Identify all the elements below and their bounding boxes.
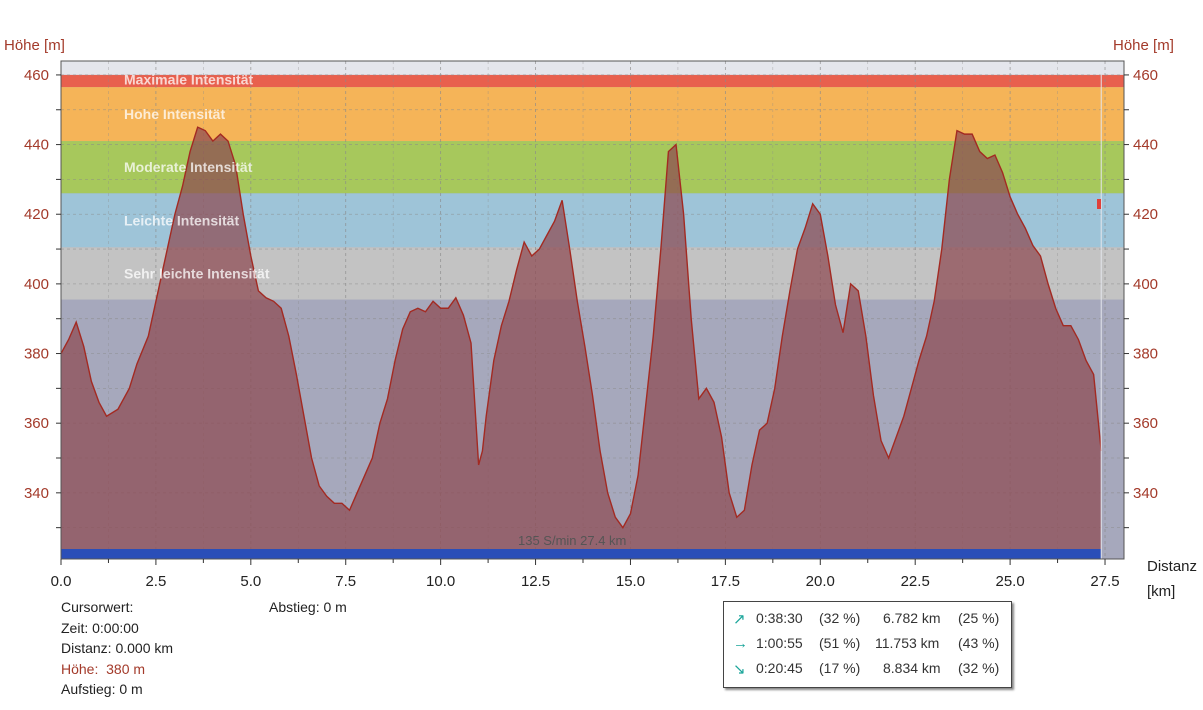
summary-time: 0:20:45 xyxy=(756,660,803,676)
y-tick-label-right: 460 xyxy=(1133,67,1158,84)
cursor-ascent: Aufstieg: 0 m xyxy=(61,681,143,697)
summary-distance: 6.782 km xyxy=(883,610,941,626)
x-axis-title: Distanz xyxy=(1147,558,1197,575)
zone-label: Leichte Intensität xyxy=(124,212,239,228)
y-tick-label-left: 360 xyxy=(24,415,49,432)
bottom-bar xyxy=(61,549,1102,559)
zone-label: Maximale Intensität xyxy=(124,71,253,87)
summary-distance: 8.834 km xyxy=(883,660,941,676)
summary-time: 0:38:30 xyxy=(756,610,803,626)
summary-distance-pct: (32 %) xyxy=(958,660,1000,676)
y-axis-title-left: Höhe [m] xyxy=(4,37,65,54)
summary-distance-pct: (43 %) xyxy=(958,635,1000,651)
x-tick-label: 22.5 xyxy=(901,573,930,590)
zone-label: Sehr leichte Intensität xyxy=(124,265,270,281)
summary-row-ascent: ↗ 0:38:30 (32 %) 6.782 km (25 %) xyxy=(724,610,1011,634)
zone-band xyxy=(61,87,1124,142)
x-tick-label: 20.0 xyxy=(806,573,835,590)
y-tick-label-right: 380 xyxy=(1133,346,1158,363)
elevation-line xyxy=(60,126,1102,529)
arrow-down-right-icon: ↘ xyxy=(733,661,746,678)
y-tick-label-left: 380 xyxy=(24,346,49,363)
y-tick-label-right: 440 xyxy=(1133,137,1158,154)
x-tick-label: 2.5 xyxy=(145,573,166,590)
x-tick-label: 17.5 xyxy=(711,573,740,590)
zone-band xyxy=(61,74,1124,88)
summary-row-flat: → 1:00:55 (51 %) 11.753 km (43 %) xyxy=(724,635,1011,659)
arrow-up-right-icon: ↗ xyxy=(733,611,746,628)
y-tick-label-left: 340 xyxy=(24,485,49,502)
y-tick-label-left: 460 xyxy=(24,67,49,84)
y-tick-label-right: 360 xyxy=(1133,415,1158,432)
summary-row-descent: ↘ 0:20:45 (17 %) 8.834 km (32 %) xyxy=(724,660,1011,684)
summary-time: 1:00:55 xyxy=(756,635,803,651)
arrow-right-icon: → xyxy=(733,635,748,652)
x-tick-label: 7.5 xyxy=(335,573,356,590)
x-tick-label: 12.5 xyxy=(521,573,550,590)
position-marker xyxy=(1097,199,1101,209)
y-axis-title-right: Höhe [m] xyxy=(1113,37,1174,54)
plot-top-strip xyxy=(61,61,1124,75)
x-tick-label: 0.0 xyxy=(51,573,72,590)
x-axis-unit: [km] xyxy=(1147,583,1175,600)
summary-time-pct: (17 %) xyxy=(819,660,861,676)
marker-label: 135 S/min 27.4 km xyxy=(518,533,626,548)
cursor-panel: Cursorwert: Zeit: 0:00:00 Distanz: 0.000… xyxy=(61,597,173,700)
elevation-fill xyxy=(61,127,1102,559)
cursor-distance: Distanz: 0.000 km xyxy=(61,640,174,656)
summary-time-pct: (51 %) xyxy=(819,635,861,651)
summary-distance-pct: (25 %) xyxy=(958,610,1000,626)
y-tick-label-right: 340 xyxy=(1133,485,1158,502)
x-tick-label: 25.0 xyxy=(996,573,1025,590)
cursor-title: Cursorwert: xyxy=(61,599,134,615)
y-tick-label-left: 420 xyxy=(24,206,49,223)
zone-labels: Maximale Intensität Hohe Intensität Modera… xyxy=(124,71,270,281)
slope-summary-box: ↗ 0:38:30 (32 %) 6.782 km (25 %) → 1:00:… xyxy=(723,601,1012,688)
y-tick-label-left: 440 xyxy=(24,137,49,154)
summary-distance: 11.753 km xyxy=(875,635,940,651)
cursor-height: Höhe: 380 m xyxy=(61,660,146,677)
y-tick-label-left: 400 xyxy=(24,276,49,293)
plot-frame xyxy=(60,60,1125,560)
y-tick-label-right: 420 xyxy=(1133,206,1158,223)
cursor-descent: Abstieg: 0 m xyxy=(269,599,347,615)
zone-label: Hohe Intensität xyxy=(124,106,225,122)
zone-label: Moderate Intensität xyxy=(124,159,253,175)
x-tick-label: 27.5 xyxy=(1090,573,1119,590)
x-tick-label: 5.0 xyxy=(240,573,261,590)
x-tick-label: 10.0 xyxy=(426,573,455,590)
x-tick-label: 15.0 xyxy=(616,573,645,590)
axes: 340 340 360 360 380 380 400 400 420 420 440 440 460 4… xyxy=(24,60,1158,590)
elevation-area xyxy=(60,61,1102,559)
y-tick-label-right: 400 xyxy=(1133,276,1158,293)
summary-time-pct: (32 %) xyxy=(819,610,861,626)
elevation-chart[interactable]: Maximale Intensität Hohe Intensität Modera… xyxy=(0,0,1203,600)
cursor-time: Zeit: 0:00:00 xyxy=(61,619,139,636)
